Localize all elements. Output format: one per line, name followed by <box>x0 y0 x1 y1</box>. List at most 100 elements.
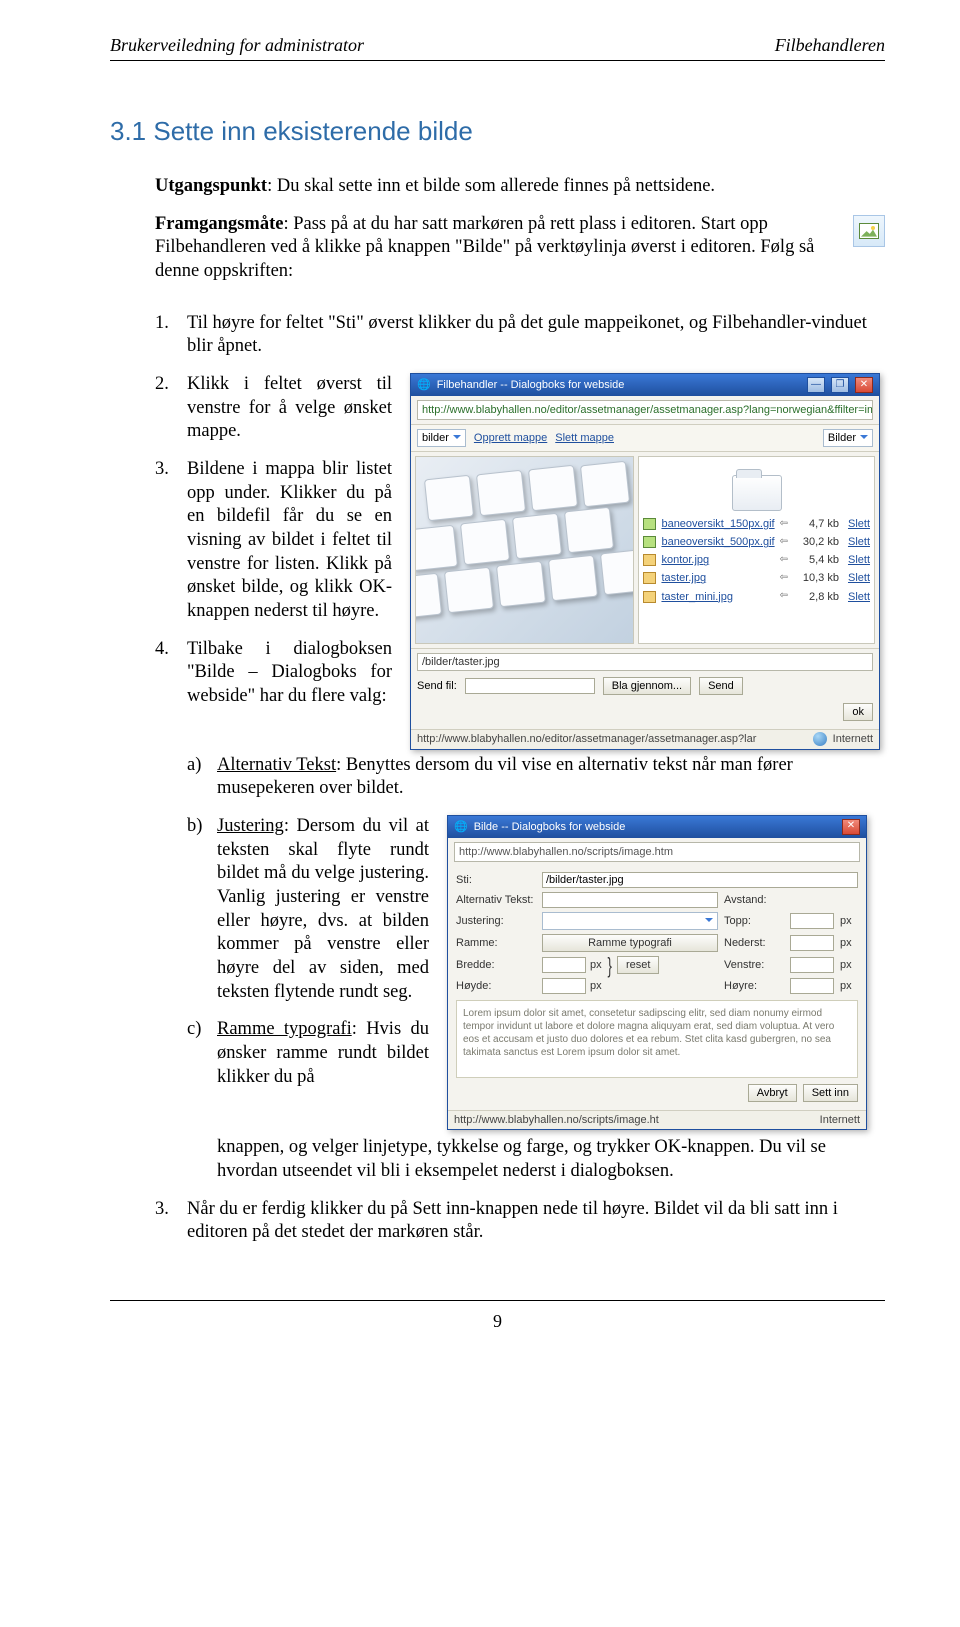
bd-label-hoyre: Høyre: <box>724 979 784 993</box>
header-right: Filbehandleren <box>775 35 885 56</box>
fb-file-row[interactable]: baneoversikt_150px.gif⇦4,7 kbSlett <box>641 515 872 533</box>
bd-topp-input[interactable] <box>790 913 834 929</box>
bd-alt-input[interactable] <box>542 892 718 908</box>
file-name[interactable]: taster.jpg <box>661 571 774 585</box>
bd-preview-text: Lorem ipsum dolor sit amet, consetetur s… <box>456 1000 858 1078</box>
fb-toolbar: bilder Opprett mappe Slett mappe Bilder <box>411 424 879 452</box>
bd-ie-icon: 🌐 <box>454 820 468 834</box>
bd-status-bar: http://www.blabyhallen.no/scripts/image.… <box>448 1110 866 1129</box>
step-4-text: Tilbake i dialogboksen "Bilde – Dialogbo… <box>155 638 392 709</box>
bd-nederst-input[interactable] <box>790 935 834 951</box>
file-delete-link[interactable]: Slett <box>848 553 870 567</box>
bd-label-ramme: Ramme: <box>456 936 536 950</box>
intro-1-rest: : Du skal sette inn et bilde som allered… <box>267 176 715 196</box>
bd-px-2: px <box>840 936 858 950</box>
fb-address-bar[interactable]: http://www.blabyhallen.no/editor/assetma… <box>417 400 873 420</box>
file-delete-link[interactable]: Slett <box>848 535 870 549</box>
file-delete-link[interactable]: Slett <box>848 590 870 604</box>
file-delete-link[interactable]: Slett <box>848 517 870 531</box>
footer-rule <box>110 1300 885 1301</box>
fb-titlebar: 🌐 Filbehandler -- Dialogboks for webside… <box>411 374 879 396</box>
fb-folder-select[interactable]: bilder <box>417 429 466 447</box>
bd-px-3: px <box>590 958 602 972</box>
bd-hoyre-input[interactable] <box>790 978 834 994</box>
intro-1-label: Utgangspunkt <box>155 176 267 196</box>
bd-px-5: px <box>590 979 602 993</box>
step-1: Til høyre for feltet "Sti" øverst klikke… <box>155 312 885 359</box>
file-name[interactable]: kontor.jpg <box>661 553 774 567</box>
file-name[interactable]: baneoversikt_150px.gif <box>661 517 774 531</box>
bd-title: Bilde -- Dialogboks for webside <box>474 820 626 834</box>
step-3-inline: 3. Bildene i mappa blir listet opp under… <box>155 458 392 624</box>
fb-file-row[interactable]: baneoversikt_500px.gif ⇦ 30,2 kb Slett <box>641 533 872 551</box>
file-icon <box>643 591 656 603</box>
file-name[interactable]: baneoversikt_500px.gif <box>661 535 774 549</box>
substep-b-text: : Dersom du vil at teksten skal flyte ru… <box>217 816 429 1002</box>
image-toolbar-icon <box>853 215 885 247</box>
brace-icon: } <box>607 960 611 971</box>
bd-label-bredde: Bredde: <box>456 958 536 972</box>
intro-para-1: Utgangspunkt: Du skal sette inn et bilde… <box>155 175 885 199</box>
step-1-text: Til høyre for feltet "Sti" øverst klikke… <box>187 313 867 357</box>
bd-close-button[interactable]: ✕ <box>842 819 860 835</box>
bd-label-avstand: Avstand: <box>724 893 784 907</box>
bd-reset-button[interactable]: reset <box>617 956 659 974</box>
fb-delete-folder-link[interactable]: Slett mappe <box>555 431 614 445</box>
fb-title: Filbehandler -- Dialogboks for webside <box>437 378 625 392</box>
fb-file-row[interactable]: kontor.jpg ⇦ 5,4 kb Slett <box>641 551 872 569</box>
substep-c-label: Ramme typografi <box>217 1019 352 1039</box>
fb-file-input[interactable] <box>465 678 595 694</box>
bd-sti-input[interactable] <box>542 872 858 888</box>
substep-a: a) Alternativ Tekst: Benyttes dersom du … <box>187 754 885 801</box>
fb-path-field[interactable]: /bilder/taster.jpg <box>417 653 873 671</box>
file-size: 5,4 kb <box>793 553 839 567</box>
bd-label-hoyde: Høyde: <box>456 979 536 993</box>
fb-filter-select[interactable]: Bilder <box>823 429 873 447</box>
step-5: Når du er ferdig klikker du på Sett inn-… <box>155 1198 885 1245</box>
bd-bredde-input[interactable] <box>542 957 586 973</box>
bd-hoyde-input[interactable] <box>542 978 586 994</box>
file-size: 30,2 kb <box>793 535 839 549</box>
close-button[interactable]: ✕ <box>855 377 873 393</box>
file-name[interactable]: taster_mini.jpg <box>661 590 774 604</box>
bd-status-url: http://www.blabyhallen.no/scripts/image.… <box>454 1113 808 1127</box>
bd-ramme-button[interactable]: Ramme typografi <box>542 934 718 952</box>
bd-label-just: Justering: <box>456 914 536 928</box>
arrow-icon: ⇦ <box>780 554 788 567</box>
fb-status-url: http://www.blabyhallen.no/editor/assetma… <box>417 732 807 746</box>
maximize-button[interactable]: ❐ <box>831 377 849 393</box>
bd-justering-select[interactable] <box>542 912 718 930</box>
substep-c-text-2: knappen, og velger linjetype, tykkelse o… <box>217 1136 885 1183</box>
fb-file-row[interactable]: taster_mini.jpg⇦2,8 kbSlett <box>641 588 872 606</box>
fb-browse-button[interactable]: Bla gjennom... <box>603 677 691 695</box>
step-2-text: Klikk i feltet øverst til venstre for å … <box>187 373 392 444</box>
step-2: Klikk i feltet øverst til venstre for å … <box>155 373 885 1184</box>
bd-label-alt: Alternativ Tekst: <box>456 893 536 907</box>
bd-px-1: px <box>840 914 858 928</box>
file-size: 10,3 kb <box>793 571 839 585</box>
file-delete-link[interactable]: Slett <box>848 571 870 585</box>
bd-px-6: px <box>840 979 858 993</box>
globe-icon <box>813 732 827 746</box>
bd-insert-button[interactable]: Sett inn <box>803 1084 858 1102</box>
file-size: 4,7 kb <box>793 517 839 531</box>
header-rule <box>110 60 885 61</box>
intro-para-2: Framgangsmåte: Pass på at du har satt ma… <box>155 213 843 284</box>
page-header: Brukerveiledning for administrator Filbe… <box>110 35 885 56</box>
bd-venstre-input[interactable] <box>790 957 834 973</box>
bd-cancel-button[interactable]: Avbryt <box>748 1084 797 1102</box>
arrow-icon: ⇦ <box>780 572 788 585</box>
bd-label-topp: Topp: <box>724 914 784 928</box>
fb-file-row[interactable]: taster.jpg ⇦ 10,3 kb Slett <box>641 569 872 587</box>
bd-label-venstre: Venstre: <box>724 958 784 972</box>
fb-create-folder-link[interactable]: Opprett mappe <box>474 431 547 445</box>
fb-status-bar: http://www.blabyhallen.no/editor/assetma… <box>411 729 879 748</box>
step-5-text: Når du er ferdig klikker du på Sett inn-… <box>187 1199 838 1243</box>
bd-address-bar[interactable]: http://www.blabyhallen.no/scripts/image.… <box>454 842 860 862</box>
minimize-button[interactable]: — <box>807 377 825 393</box>
fb-ok-button[interactable]: ok <box>843 703 873 721</box>
fb-send-button[interactable]: Send <box>699 677 743 695</box>
filbehandler-window: 🌐 Filbehandler -- Dialogboks for webside… <box>410 373 880 749</box>
arrow-icon: ⇦ <box>780 536 788 549</box>
bd-status-zone: Internett <box>820 1113 860 1127</box>
